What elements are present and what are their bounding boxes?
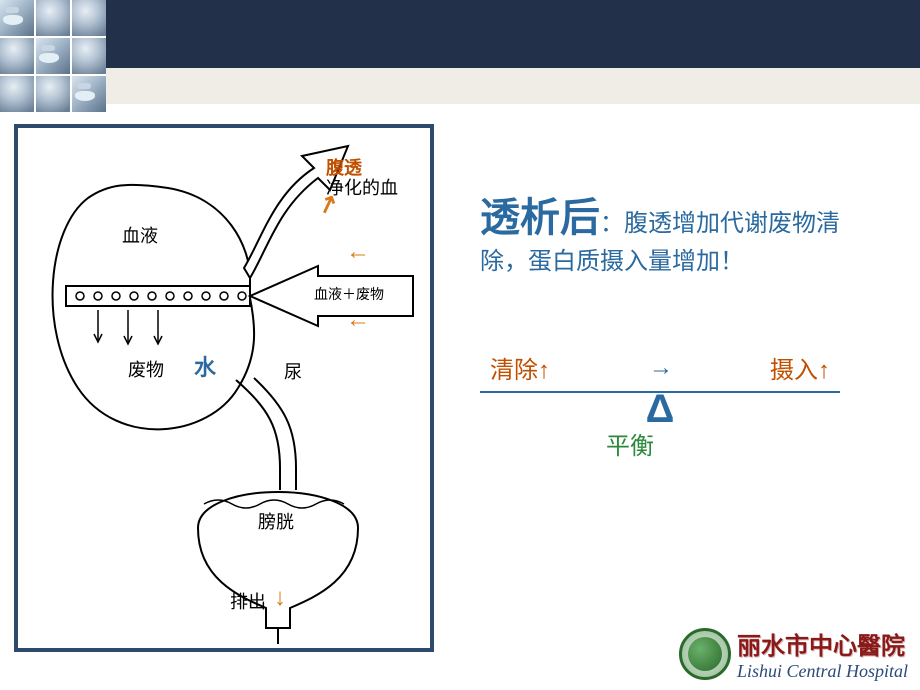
label-purified-blood: 净化的血 xyxy=(326,174,398,200)
label-urine: 尿 xyxy=(284,358,302,384)
label-excrete: 排出 xyxy=(230,588,266,614)
orange-arrow-icon: ← xyxy=(346,306,370,334)
balance-intake: 摄入↑ xyxy=(770,350,830,385)
main-text-block: 透析后：腹透增加代谢废物清除，蛋白质摄入量增加！ xyxy=(480,185,880,282)
kidney-diagram: 腹透 净化的血 血液 血液＋废物 废物 水 尿 膀胱 排出 ← ← ↗ ↓ xyxy=(14,124,434,652)
text-title: 透析后 xyxy=(480,196,600,240)
label-water: 水 xyxy=(194,350,216,382)
photo-tile xyxy=(0,76,34,112)
photo-tile xyxy=(0,38,34,74)
label-waste: 废物 xyxy=(128,356,164,382)
hospital-name-en: Lishui Central Hospital xyxy=(737,661,908,682)
balance-arrow-icon: → xyxy=(649,354,671,382)
balance-diagram: 清除↑ → 摄入↑ Δ 平衡 xyxy=(480,350,840,461)
photo-tile xyxy=(72,38,106,74)
header-dark-band xyxy=(106,0,920,68)
orange-arrow-icon: ↓ xyxy=(274,584,286,612)
hospital-seal-icon xyxy=(679,628,731,680)
slide-header xyxy=(0,0,920,112)
header-light-band xyxy=(106,68,920,104)
photo-tile xyxy=(36,76,70,112)
surgeon-tile xyxy=(72,76,106,112)
label-blood: 血液 xyxy=(122,222,158,248)
orange-arrow-icon: ← xyxy=(346,238,370,266)
kidney-svg xyxy=(18,128,430,648)
label-blood-waste: 血液＋废物 xyxy=(314,284,384,304)
text-colon: ： xyxy=(600,210,624,237)
label-bladder: 膀胱 xyxy=(258,508,294,534)
hospital-name-cn: 丽水市中心醫院 xyxy=(737,626,908,661)
surgeon-tile xyxy=(36,38,70,74)
header-photo-grid xyxy=(0,0,106,112)
photo-tile xyxy=(36,0,70,36)
surgeon-tile xyxy=(0,0,34,36)
balance-label: 平衡 xyxy=(420,426,840,461)
photo-tile xyxy=(72,0,106,36)
balance-clearance: 清除↑ xyxy=(490,350,550,385)
hospital-branding: 丽水市中心醫院 Lishui Central Hospital xyxy=(679,626,908,682)
